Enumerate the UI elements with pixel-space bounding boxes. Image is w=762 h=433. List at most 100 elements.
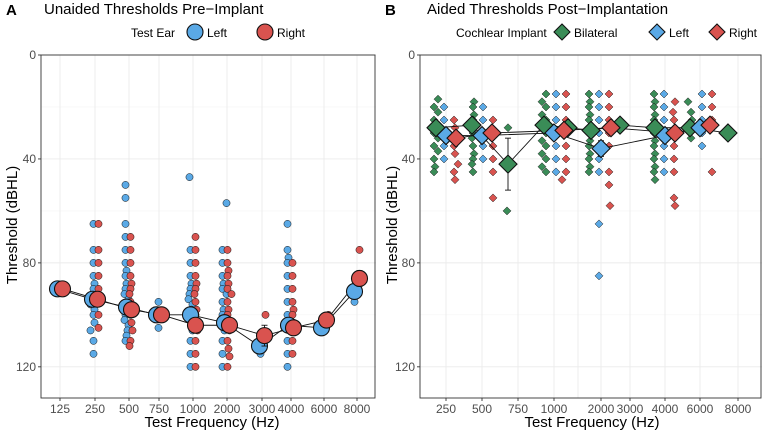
x-tick-label: 3000: [617, 402, 644, 416]
right-individual-point: [223, 336, 232, 345]
y-tick-label: 0: [29, 48, 36, 62]
bilateral-individual-point: [584, 102, 594, 112]
right-individual-point: [94, 323, 103, 332]
panel-a-title: Unaided Thresholds Pre−Implant: [44, 1, 264, 18]
left-individual-point: [659, 89, 669, 99]
right-mean-point: [53, 280, 72, 298]
panel-b-y-axis-label: Threshold (dBHL): [384, 166, 401, 284]
bilateral-individual-point: [537, 97, 547, 107]
y-tick-label: 0: [408, 48, 415, 62]
left-individual-point: [121, 220, 130, 228]
bilateral-individual-point: [503, 123, 513, 133]
left-individual-point: [439, 102, 449, 112]
right-individual-point: [449, 167, 459, 177]
bilateral-individual-point: [649, 102, 659, 112]
right-individual-point: [707, 167, 717, 177]
right-mean-point: [122, 301, 141, 319]
legend-bilateral-key: [553, 23, 571, 41]
left-individual-point: [659, 154, 669, 164]
right-individual-point: [223, 259, 232, 267]
right-mean-point: [88, 290, 107, 308]
left-individual-point: [551, 115, 561, 125]
right-mean-point: [317, 311, 336, 329]
legend-left-label: Left: [669, 26, 690, 40]
bilateral-mean-point: [718, 123, 738, 143]
right-individual-point: [223, 362, 232, 371]
right-individual-point: [288, 259, 297, 267]
left-individual-point: [594, 271, 604, 281]
bilateral-mean-point: [581, 120, 601, 141]
right-individual-point: [670, 97, 680, 107]
left-individual-point: [551, 89, 561, 99]
left-individual-point: [594, 102, 604, 112]
left-individual-point: [120, 316, 129, 324]
bilateral-individual-point: [433, 107, 443, 117]
x-tick-label: 750: [149, 402, 169, 416]
left-individual-point: [283, 246, 292, 254]
left-individual-point: [121, 181, 130, 189]
legend-right-label: Right: [277, 26, 306, 40]
right-individual-point: [669, 193, 679, 203]
panel-a-x-axis-label: Test Frequency (Hz): [144, 414, 279, 431]
x-tick-label: 6000: [687, 402, 714, 416]
right-individual-point: [604, 180, 614, 190]
right-individual-point: [488, 115, 498, 125]
right-individual-point: [190, 290, 199, 298]
bilateral-individual-point: [650, 175, 660, 185]
left-individual-point: [89, 349, 98, 358]
left-individual-point: [478, 102, 488, 112]
bilateral-individual-point: [468, 141, 478, 151]
right-individual-point: [223, 246, 232, 254]
panel-a-letter: A: [6, 2, 17, 19]
bilateral-individual-point: [537, 136, 547, 146]
x-tick-label: 750: [508, 402, 528, 416]
right-individual-point: [604, 89, 614, 99]
left-individual-point: [594, 115, 604, 125]
bilateral-individual-point: [467, 159, 477, 169]
bilateral-individual-point: [429, 167, 439, 177]
x-tick-label: 1000: [180, 402, 207, 416]
x-tick-label: 250: [85, 402, 105, 416]
left-individual-point: [185, 173, 194, 181]
right-individual-point: [223, 285, 232, 293]
right-individual-point: [561, 141, 571, 151]
right-individual-point: [605, 201, 615, 211]
right-individual-point: [604, 102, 614, 112]
bilateral-individual-point: [541, 141, 551, 151]
panel-a-plot: 0 40 80 120 125 250 500 750 1000 2000 3000 4000 6000…: [16, 48, 376, 416]
panel-b-plot: 0 40 80 120 250 500 750 1000 2000 3000 4000 6000 800…: [395, 48, 762, 416]
bilateral-individual-point: [433, 94, 443, 104]
left-individual-point: [222, 199, 231, 207]
left-individual-point: [659, 167, 669, 177]
left-individual-point: [551, 167, 561, 177]
panel-a-legend: Test Ear Left Right: [131, 23, 306, 41]
right-mean-point: [152, 306, 171, 324]
right-individual-point: [288, 298, 297, 306]
right-individual-point: [126, 259, 135, 267]
right-individual-point: [453, 159, 463, 169]
y-tick-label: 40: [402, 152, 416, 166]
left-individual-point: [659, 115, 669, 125]
left-individual-point: [594, 89, 604, 99]
right-individual-point: [191, 349, 200, 358]
right-individual-point: [288, 336, 297, 345]
left-individual-point: [89, 336, 98, 345]
panel-b-title: Aided Thresholds Post−Implantation: [427, 1, 668, 18]
right-individual-point: [561, 167, 571, 177]
left-individual-point: [218, 349, 227, 358]
right-individual-point: [707, 102, 717, 112]
x-tick-label: 500: [472, 402, 492, 416]
left-individual-point: [551, 141, 561, 151]
bilateral-individual-point: [429, 154, 439, 164]
right-mean-point: [700, 115, 720, 135]
bilateral-individual-point: [537, 162, 547, 172]
right-individual-point: [561, 102, 571, 112]
right-individual-point: [224, 344, 233, 353]
x-tick-label: 125: [50, 402, 70, 416]
left-individual-point: [551, 154, 561, 164]
right-individual-point: [94, 259, 103, 267]
left-individual-point: [184, 295, 193, 304]
right-individual-point: [191, 336, 200, 345]
bilateral-individual-point: [429, 141, 439, 151]
left-individual-point: [659, 102, 669, 112]
